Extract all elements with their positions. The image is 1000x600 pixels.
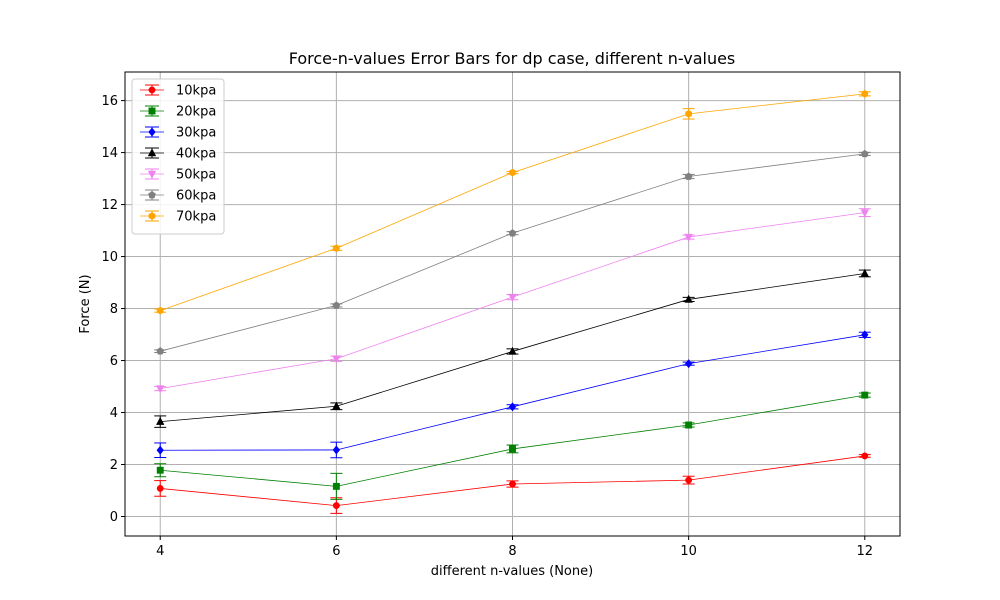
data-point <box>156 416 165 425</box>
data-point <box>508 293 517 302</box>
y-tick-label: 10 <box>101 250 118 265</box>
data-point <box>684 233 693 242</box>
series-10kpa <box>154 452 871 514</box>
data-point <box>860 149 869 158</box>
legend-label: 30kpa <box>176 126 216 141</box>
legend-label: 10kpa <box>176 84 216 99</box>
data-point <box>332 482 340 490</box>
data-point <box>861 330 869 340</box>
legend-item: 40kpa <box>140 147 216 162</box>
y-axis-label: Force (N) <box>78 274 93 333</box>
data-point <box>332 355 341 364</box>
legend-item: 60kpa <box>140 189 216 204</box>
data-point <box>333 244 340 253</box>
data-point <box>684 359 693 369</box>
data-point <box>685 109 692 118</box>
data-point <box>332 502 340 510</box>
data-point <box>156 445 164 455</box>
legend-label: 50kpa <box>176 168 216 183</box>
data-point <box>860 209 869 218</box>
legend-item: 50kpa <box>140 168 216 183</box>
y-tick-label: 0 <box>110 510 118 525</box>
data-point <box>860 268 869 277</box>
series-70kpa <box>154 89 871 315</box>
legend-item: 30kpa <box>140 126 216 141</box>
legend-item: 20kpa <box>140 105 216 120</box>
data-point <box>332 301 341 309</box>
x-tick-label: 10 <box>680 544 697 559</box>
chart-title: Force-n-values Error Bars for dp case, d… <box>289 49 736 68</box>
series-20kpa <box>154 391 871 500</box>
legend-label: 40kpa <box>176 147 216 162</box>
y-tick-label: 2 <box>110 458 118 473</box>
legend-label: 70kpa <box>176 210 216 225</box>
y-axis-ticks: 0 2 4 6 8 10 12 14 16 <box>101 94 125 525</box>
x-tick-label: 6 <box>332 544 340 559</box>
x-axis-ticks: 4 6 8 10 12 <box>156 536 873 559</box>
data-point <box>509 168 516 177</box>
x-axis-label: different n-values (None) <box>431 564 593 579</box>
legend-label: 60kpa <box>176 189 216 204</box>
legend: 10kpa 20kpa 30kpa 40kpa 50kpa 60kpa 70kpa <box>131 78 225 235</box>
series-30kpa <box>154 330 871 459</box>
legend-swatch-marker <box>148 190 156 199</box>
series-layer <box>154 89 871 514</box>
data-point <box>861 452 869 460</box>
data-point <box>508 346 517 355</box>
data-point <box>156 347 165 355</box>
legend-swatch-marker <box>148 212 156 220</box>
data-point <box>508 402 517 412</box>
data-point <box>861 89 869 98</box>
grid-lines <box>125 72 900 536</box>
legend-item: 70kpa <box>140 210 216 225</box>
y-tick-label: 14 <box>101 146 118 161</box>
data-point <box>509 445 516 453</box>
y-tick-label: 16 <box>101 94 118 109</box>
data-point <box>156 306 164 315</box>
x-tick-label: 12 <box>856 544 873 559</box>
data-point <box>332 401 341 410</box>
y-tick-label: 8 <box>110 302 118 317</box>
x-tick-label: 8 <box>508 544 516 559</box>
data-point <box>684 172 693 180</box>
legend-swatch-marker <box>147 170 157 179</box>
legend-swatch-marker <box>147 148 157 157</box>
legend-swatch-marker <box>148 127 156 137</box>
series-60kpa <box>154 149 871 355</box>
data-point <box>861 391 869 399</box>
legend-swatch-marker <box>148 107 156 115</box>
data-point <box>156 484 164 492</box>
legend-swatch-marker <box>148 86 156 94</box>
data-point <box>332 445 341 455</box>
series-50kpa <box>154 208 871 394</box>
y-tick-label: 12 <box>101 198 118 213</box>
legend-item: 10kpa <box>140 84 216 99</box>
data-point <box>156 466 164 474</box>
data-point <box>508 229 517 237</box>
data-point <box>684 294 693 303</box>
series-40kpa <box>154 268 871 428</box>
x-tick-label: 4 <box>156 544 164 559</box>
y-tick-label: 6 <box>110 354 118 369</box>
legend-label: 20kpa <box>176 105 216 120</box>
data-point <box>685 421 693 429</box>
data-point <box>509 480 516 488</box>
data-point <box>685 476 693 484</box>
y-tick-label: 4 <box>110 406 118 421</box>
data-point <box>156 385 165 394</box>
